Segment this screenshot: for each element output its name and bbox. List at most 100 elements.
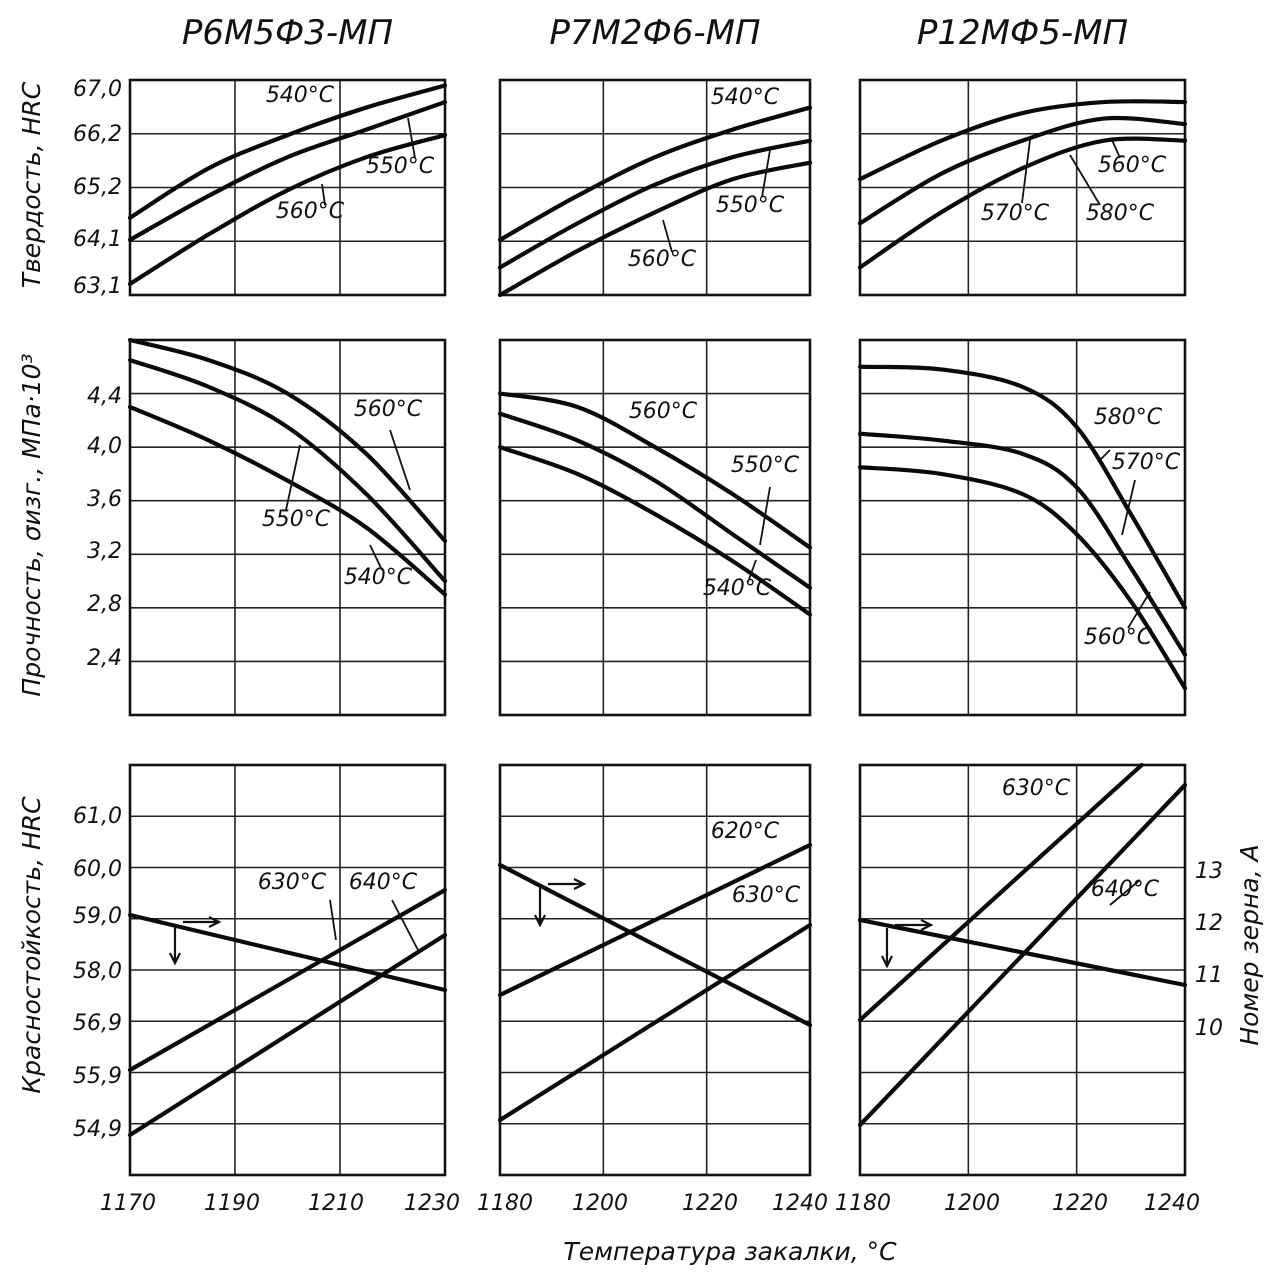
label-leader (1021, 139, 1031, 204)
y-tick-label: 3,2 (87, 539, 122, 564)
y-tick-label: 56,9 (73, 1011, 122, 1036)
panel-frame (128, 78, 447, 297)
series-label: 620°C (711, 819, 780, 844)
x-axis-label: Температура закалки, °C (563, 1237, 897, 1266)
series-label: 550°C (716, 193, 785, 218)
series-label: 580°C (1086, 201, 1155, 226)
right-tick-label: 10 (1195, 1016, 1223, 1041)
series-label: 570°C (981, 201, 1050, 226)
chart-title: Р7М2Ф6-МП (549, 13, 760, 53)
series-line-540c (497, 445, 813, 617)
series-line-550c (497, 138, 813, 270)
right-tick-label: 12 (1195, 911, 1223, 936)
label-leader (759, 486, 771, 546)
chart-title: Р6М5Ф3-МП (182, 13, 393, 53)
series-line-550c (127, 357, 448, 584)
series-line-570c (857, 115, 1188, 226)
x-tick-label: 1200 (572, 1191, 628, 1216)
series-label: 540°C (711, 85, 780, 110)
series-line-540c (127, 83, 448, 220)
panel-r0-c1 (498, 78, 812, 297)
y-label-row-hardness: Твердость, HRC (17, 81, 46, 288)
series-label: 540°C (703, 576, 772, 601)
y-tick-label: 66,2 (73, 122, 122, 147)
series-label: 560°C (629, 399, 698, 424)
y-tick-label: 55,9 (73, 1064, 122, 1089)
series-line-560c (497, 160, 813, 298)
series-line-540c (497, 105, 813, 242)
series-label: 550°C (366, 154, 435, 179)
x-tick-label: 1180 (835, 1191, 891, 1216)
series-label: 560°C (1098, 153, 1167, 178)
panel-frame (858, 763, 1187, 1177)
series-line-640c (127, 932, 448, 1138)
label-leader (761, 149, 771, 198)
panel-r2-c2 (858, 763, 1187, 1177)
arrow-right-icon (183, 916, 222, 928)
y-tick-label: 2,4 (87, 646, 122, 671)
series-line-560c (127, 337, 448, 543)
x-tick-label: 1200 (944, 1191, 1000, 1216)
y-tick-label: 3,6 (87, 487, 122, 512)
series-label: 560°C (354, 397, 423, 422)
series-label: 640°C (1091, 877, 1160, 902)
panel-frame (858, 338, 1187, 717)
y-tick-label: 4,0 (87, 434, 122, 459)
series-label: 580°C (1094, 405, 1163, 430)
label-leader (1109, 879, 1141, 906)
panel-r2-c0 (128, 763, 447, 1177)
label-leader (1111, 139, 1121, 159)
panel-frame (858, 78, 1187, 297)
label-leader (1069, 154, 1101, 206)
panel-frame (498, 763, 812, 1177)
series-line-580c (857, 136, 1188, 270)
x-tick-label: 1180 (477, 1191, 533, 1216)
series-line-630c (497, 922, 813, 1123)
x-tick-label: 1240 (772, 1191, 828, 1216)
series-label: 550°C (731, 453, 800, 478)
y-tick-label: 65,2 (73, 175, 122, 200)
y-tick-label: 64,1 (73, 227, 122, 252)
right-tick-label: 13 (1195, 859, 1223, 884)
series-line-560c (127, 133, 448, 287)
y-label-row-strength: Прочность, σизг., МПа·10³ (17, 353, 46, 696)
label-leader (329, 899, 337, 941)
series-line-550c (127, 99, 448, 242)
series-line-640c (857, 782, 1188, 1128)
x-tick-label: 1240 (1144, 1191, 1200, 1216)
y-tick-label: 54,9 (73, 1117, 122, 1142)
label-leader (1121, 479, 1136, 536)
series-line-620c (497, 842, 813, 998)
panel-frame (498, 338, 812, 717)
label-leader (1099, 449, 1111, 461)
y-tick-label: 60,0 (73, 857, 122, 882)
label-leader (1127, 591, 1151, 629)
grid-layer (128, 78, 1187, 1177)
label-leader (285, 444, 301, 511)
arrow-right-icon (895, 919, 934, 931)
series-label: 540°C (266, 83, 335, 108)
arrow-right-icon (548, 878, 587, 890)
label-leader (747, 559, 757, 583)
series-label: 640°C (349, 870, 418, 895)
series-line-grain (857, 917, 1188, 988)
x-tick-label: 1190 (204, 1191, 260, 1216)
y-tick-label: 4,4 (87, 384, 122, 409)
series-line-560c (857, 465, 1188, 691)
series-line-630c (857, 762, 1144, 1023)
series-label: 560°C (1084, 625, 1153, 650)
label-leader (369, 544, 383, 571)
y-tick-label: 67,0 (73, 77, 122, 102)
series-label: 630°C (1002, 776, 1071, 801)
label-leader (662, 219, 673, 253)
series-line-grain (497, 862, 813, 1028)
arrow-down-icon (881, 928, 893, 969)
series-line-550c (497, 411, 813, 590)
y-tick-label: 58,0 (73, 959, 122, 984)
series-label: 630°C (732, 883, 801, 908)
series-label: 540°C (344, 565, 413, 590)
series-line-570c (857, 431, 1188, 657)
series-line-630c (127, 887, 448, 1073)
panel-frame (128, 338, 447, 717)
